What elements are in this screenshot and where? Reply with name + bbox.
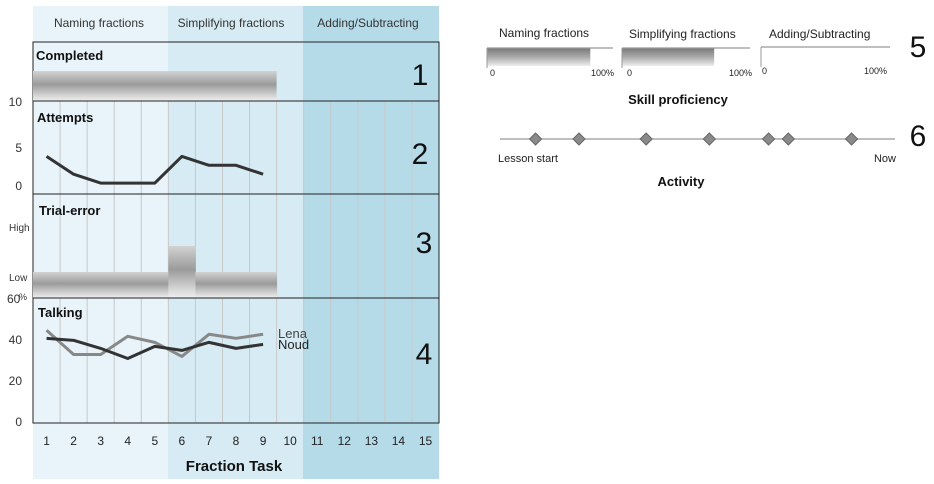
- task-tick-labels: 1 2 3 4 5 6 7 8 9 10 11 12 13 14 15: [43, 434, 432, 448]
- task-tick-7: 7: [206, 434, 213, 448]
- trial-error-bar-5: [141, 272, 169, 298]
- phase-bg-adding: [303, 6, 439, 479]
- skill-label-adding: Adding/Subtracting: [769, 27, 870, 41]
- panel-attempts: Attempts 2 10 5 0: [9, 95, 440, 195]
- activity-marker-7: [844, 132, 859, 146]
- talking-line-noud: [46, 336, 264, 360]
- phase-header-adding: Adding/Subtracting: [317, 16, 418, 30]
- activity-marker-4: [702, 132, 717, 146]
- skill-tick-min-1: 0: [490, 68, 495, 78]
- task-tick-10: 10: [283, 434, 297, 448]
- activity-start-label: Lesson start: [498, 153, 558, 165]
- task-tick-12: 12: [338, 434, 352, 448]
- panel-completed-number: 1: [412, 59, 429, 92]
- trial-error-bar-2: [60, 272, 88, 298]
- task-tick-5: 5: [151, 434, 158, 448]
- skill-tick-max-1: 100%: [591, 68, 614, 78]
- legend-noud: Noud: [278, 337, 309, 352]
- phase-header-simplifying: Simplifying fractions: [178, 16, 285, 30]
- panel-talking-number: 4: [416, 338, 433, 371]
- activity-title: Activity: [658, 174, 706, 189]
- skill-bar-fill-2: [622, 48, 715, 66]
- trial-ytick-high: High: [9, 223, 30, 234]
- panel-talking-title: Talking: [38, 305, 83, 320]
- task-tick-1: 1: [43, 434, 50, 448]
- panel-activity-number: 6: [910, 120, 927, 153]
- skill-proficiency-title: Skill proficiency: [628, 92, 728, 107]
- skill-tick-min-3: 0: [762, 66, 767, 76]
- task-tick-3: 3: [97, 434, 104, 448]
- trial-error-bar-1: [33, 272, 61, 298]
- completed-bar: [33, 71, 277, 101]
- activity-marker-1: [528, 132, 543, 146]
- activity-markers: [528, 132, 859, 146]
- trial-error-bar-4: [114, 272, 142, 298]
- task-tick-14: 14: [392, 434, 406, 448]
- talking-ytick-20: 20: [9, 374, 23, 388]
- trial-ytick-low: Low: [9, 273, 28, 284]
- activity-marker-5: [761, 132, 776, 146]
- panel-completed-title: Completed: [36, 48, 103, 63]
- skill-tick-min-2: 0: [627, 68, 632, 78]
- panel-skill-number: 5: [910, 31, 927, 64]
- panel-trial-error-number: 3: [416, 227, 433, 260]
- task-tick-11: 11: [311, 434, 324, 448]
- phase-headers: Naming fractions Simplifying fractions A…: [54, 16, 419, 30]
- talking-ytick-60: 60: [7, 292, 21, 306]
- panel-activity: Lesson start Now Activity 6: [498, 120, 926, 189]
- task-tick-13: 13: [365, 434, 379, 448]
- task-tick-8: 8: [233, 434, 240, 448]
- panel-trial-error: Trial-error 3 High Low: [9, 193, 440, 299]
- trial-error-bar-6: [168, 246, 196, 298]
- task-tick-15: 15: [419, 434, 433, 448]
- talking-ytick-40: 40: [9, 333, 23, 347]
- panel-talking-frame: [32, 297, 440, 424]
- skill-bars: [486, 46, 890, 68]
- activity-marker-3: [639, 132, 653, 146]
- attempts-ytick-top: 10: [9, 95, 23, 109]
- attempts-ytick-bottom: 0: [15, 179, 22, 193]
- task-axis-label: Fraction Task: [186, 458, 283, 475]
- skill-tick-max-2: 100%: [729, 68, 752, 78]
- legend-lena: Lena: [278, 326, 308, 341]
- talking-ytick-0: 0: [15, 415, 22, 429]
- trial-error-bars: [33, 246, 278, 298]
- activity-marker-2: [572, 132, 586, 146]
- panel-talking: Talking 4 60 % 40 20 0 Lena Noud: [7, 292, 440, 429]
- activity-marker-6: [781, 132, 796, 146]
- trial-error-bar-8: [222, 272, 250, 298]
- phase-header-naming: Naming fractions: [54, 16, 144, 30]
- talking-line-lena: [45, 329, 264, 358]
- skill-label-simplifying: Simplifying fractions: [629, 27, 736, 41]
- activity-end-label: Now: [874, 153, 896, 165]
- panel-attempts-title: Attempts: [37, 110, 93, 125]
- trial-error-bar-7: [195, 272, 223, 298]
- panel-skill-proficiency: Naming fractions Simplifying fractions A…: [486, 26, 927, 107]
- panel-trial-error-title: Trial-error: [39, 203, 100, 218]
- panel-completed: Completed 1: [32, 41, 440, 102]
- task-tick-9: 9: [260, 434, 267, 448]
- skill-bar-fill-1: [487, 48, 591, 66]
- task-tick-2: 2: [70, 434, 77, 448]
- attempts-line: [45, 154, 264, 185]
- task-tick-4: 4: [124, 434, 131, 448]
- talking-yunit: %: [19, 292, 27, 302]
- trial-error-bar-3: [87, 272, 115, 298]
- trial-error-bar-9: [249, 272, 278, 298]
- skill-label-naming: Naming fractions: [499, 26, 589, 40]
- task-tick-6: 6: [179, 434, 186, 448]
- panel-attempts-number: 2: [412, 138, 429, 171]
- skill-tick-max-3: 100%: [864, 66, 887, 76]
- attempts-ytick-mid: 5: [15, 141, 22, 155]
